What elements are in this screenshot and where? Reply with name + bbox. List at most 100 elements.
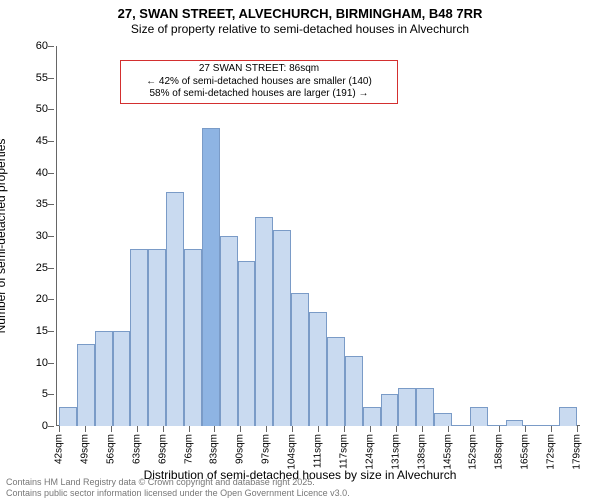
x-tick — [111, 426, 112, 432]
footer-line2: Contains public sector information licen… — [6, 488, 350, 498]
histogram-bar — [381, 394, 399, 426]
chart-plot-area: 27 SWAN STREET: 86sqm ← 42% of semi-deta… — [56, 46, 580, 426]
x-tick — [473, 426, 474, 432]
x-tick-label: 56sqm — [105, 434, 116, 464]
annotation-line3: 58% of semi-detached houses are larger (… — [125, 88, 393, 101]
histogram-bar — [345, 356, 363, 426]
x-tick — [163, 426, 164, 432]
histogram-bar — [148, 249, 166, 426]
y-tick — [48, 236, 54, 237]
chart-title-line2: Size of property relative to semi-detach… — [0, 22, 600, 37]
annotation-box: 27 SWAN STREET: 86sqm ← 42% of semi-deta… — [120, 60, 398, 104]
y-tick-label: 25 — [0, 262, 48, 274]
chart-title-block: 27, SWAN STREET, ALVECHURCH, BIRMINGHAM,… — [0, 0, 600, 37]
y-tick-label: 10 — [0, 357, 48, 369]
y-tick — [48, 268, 54, 269]
histogram-bar — [166, 192, 184, 426]
x-tick-label: 145sqm — [442, 434, 453, 470]
y-tick-label: 5 — [0, 388, 48, 400]
histogram-bar — [113, 331, 131, 426]
footer-attribution: Contains HM Land Registry data © Crown c… — [6, 477, 350, 498]
histogram-bar — [220, 236, 238, 426]
x-tick — [189, 426, 190, 432]
x-tick-label: 49sqm — [79, 434, 90, 464]
x-tick — [525, 426, 526, 432]
y-tick — [48, 78, 54, 79]
y-tick-label: 55 — [0, 72, 48, 84]
x-tick-label: 179sqm — [572, 434, 583, 470]
annotation-line1: 27 SWAN STREET: 86sqm — [125, 63, 393, 76]
histogram-bar — [255, 217, 273, 426]
x-tick-label: 83sqm — [209, 434, 220, 464]
y-tick-label: 50 — [0, 103, 48, 115]
histogram-bar — [184, 249, 202, 426]
histogram-bar — [470, 407, 488, 426]
x-tick — [551, 426, 552, 432]
histogram-bar — [238, 261, 256, 426]
footer-line1: Contains HM Land Registry data © Crown c… — [6, 477, 350, 487]
x-tick-label: 165sqm — [520, 434, 531, 470]
x-tick — [499, 426, 500, 432]
histogram-bar — [273, 230, 291, 426]
histogram-bar — [452, 425, 470, 426]
x-tick-label: 138sqm — [416, 434, 427, 470]
histogram-bar — [95, 331, 113, 426]
y-tick — [48, 426, 54, 427]
y-tick — [48, 363, 54, 364]
x-tick — [266, 426, 267, 432]
y-tick-label: 20 — [0, 293, 48, 305]
histogram-bar — [559, 407, 577, 426]
histogram-bar — [398, 388, 416, 426]
histogram-bar — [130, 249, 148, 426]
histogram-bar — [309, 312, 327, 426]
x-tick — [318, 426, 319, 432]
histogram-bar — [59, 407, 77, 426]
x-tick-label: 90sqm — [235, 434, 246, 464]
y-tick-label: 40 — [0, 167, 48, 179]
histogram-bar — [434, 413, 452, 426]
y-tick-label: 60 — [0, 40, 48, 52]
histogram-bar-highlight — [202, 128, 220, 426]
y-tick — [48, 331, 54, 332]
x-tick-label: 76sqm — [183, 434, 194, 464]
histogram-bar — [291, 293, 309, 426]
histogram-bar — [77, 344, 95, 426]
histogram-bar — [506, 420, 524, 426]
histogram-bar — [488, 425, 506, 426]
x-tick-label: 97sqm — [261, 434, 272, 464]
y-tick-label: 0 — [0, 420, 48, 432]
histogram-bar — [363, 407, 381, 426]
x-tick-label: 111sqm — [313, 434, 324, 468]
y-tick — [48, 46, 54, 47]
x-tick — [214, 426, 215, 432]
y-tick — [48, 141, 54, 142]
y-tick-label: 30 — [0, 230, 48, 242]
y-tick — [48, 394, 54, 395]
x-tick-label: 158sqm — [494, 434, 505, 470]
x-tick-label: 117sqm — [338, 434, 349, 469]
y-tick — [48, 299, 54, 300]
x-tick — [59, 426, 60, 432]
y-tick-label: 35 — [0, 198, 48, 210]
x-tick-label: 104sqm — [287, 434, 298, 470]
x-tick — [292, 426, 293, 432]
x-tick — [344, 426, 345, 432]
x-tick-label: 63sqm — [131, 434, 142, 464]
x-tick — [137, 426, 138, 432]
x-tick — [85, 426, 86, 432]
x-tick-label: 42sqm — [54, 434, 65, 464]
x-tick-label: 131sqm — [390, 434, 401, 470]
x-tick — [577, 426, 578, 432]
y-tick — [48, 109, 54, 110]
x-tick-label: 124sqm — [364, 434, 375, 470]
annotation-line2: ← 42% of semi-detached houses are smalle… — [125, 76, 393, 89]
y-tick — [48, 204, 54, 205]
x-tick-label: 152sqm — [468, 434, 479, 470]
y-tick — [48, 173, 54, 174]
x-tick-label: 69sqm — [157, 434, 168, 464]
x-tick — [396, 426, 397, 432]
x-tick — [448, 426, 449, 432]
x-tick — [240, 426, 241, 432]
x-tick — [370, 426, 371, 432]
x-tick-label: 172sqm — [546, 434, 557, 470]
